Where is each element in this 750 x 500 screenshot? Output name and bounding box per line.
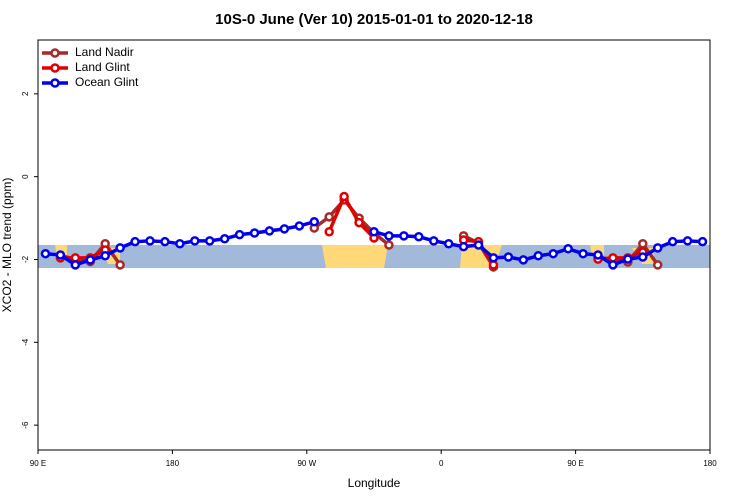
- point: [578, 248, 588, 259]
- point: [667, 236, 678, 247]
- point: [324, 226, 334, 237]
- point: [518, 255, 529, 265]
- legend-label: Land Nadir: [75, 45, 134, 59]
- point: [130, 236, 140, 247]
- y-tick-label: -6: [21, 421, 30, 429]
- point: [682, 236, 693, 246]
- x-tick-label: 180: [166, 459, 180, 468]
- point: [443, 239, 454, 249]
- point: [145, 236, 155, 246]
- map-strip: [38, 245, 710, 268]
- chart-title: 10S-0 June (Ver 10) 2015-01-01 to 2020-1…: [215, 11, 533, 28]
- x-axis-label: Longitude: [348, 476, 401, 490]
- point: [309, 217, 320, 227]
- point: [70, 260, 81, 270]
- plot-frame: [37, 39, 711, 451]
- legend-marker: [50, 48, 60, 58]
- y-tick-label: 0: [21, 174, 30, 179]
- point: [55, 250, 66, 260]
- x-tick-label: 90 E: [30, 459, 46, 468]
- point: [204, 236, 215, 246]
- point: [473, 240, 484, 250]
- point: [115, 243, 125, 253]
- point: [384, 231, 394, 241]
- point: [533, 251, 544, 261]
- point: [488, 253, 499, 263]
- point: [279, 224, 290, 234]
- point: [175, 239, 185, 249]
- point: [563, 243, 573, 254]
- x-tick-label: 90 E: [567, 459, 583, 468]
- point: [324, 212, 334, 222]
- point: [354, 217, 364, 228]
- point: [399, 231, 409, 241]
- point: [697, 236, 708, 247]
- point: [608, 260, 618, 270]
- point: [384, 240, 394, 250]
- y-tick-label: 2: [21, 91, 30, 96]
- point: [115, 260, 125, 270]
- point: [593, 250, 603, 260]
- point: [548, 248, 558, 259]
- point: [414, 231, 424, 242]
- point: [294, 221, 305, 231]
- point: [339, 191, 349, 202]
- point: [234, 229, 245, 240]
- y-tick-label: -2: [21, 255, 30, 263]
- point: [264, 226, 275, 236]
- point: [638, 252, 648, 262]
- point: [428, 236, 439, 246]
- legend-marker: [50, 78, 60, 88]
- point: [219, 234, 230, 244]
- point: [458, 241, 469, 252]
- point: [623, 254, 633, 264]
- point: [652, 243, 663, 253]
- point: [249, 228, 260, 238]
- point: [638, 239, 648, 249]
- x-tick-label: 90 W: [297, 459, 316, 468]
- series-line: [60, 194, 644, 266]
- y-tick-label: -4: [21, 338, 30, 346]
- y-axis-label: XCO2 - MLO trend (ppm): [0, 178, 14, 313]
- x-tick-label: 180: [703, 459, 717, 468]
- point: [85, 255, 96, 265]
- legend-label: Land Glint: [75, 60, 130, 74]
- point: [100, 251, 110, 261]
- point: [160, 236, 170, 247]
- point: [369, 226, 379, 237]
- point: [652, 260, 663, 270]
- point: [190, 236, 200, 246]
- legend-label: Ocean Glint: [75, 75, 139, 89]
- legend-marker: [50, 63, 60, 73]
- point: [503, 252, 514, 262]
- x-tick-label: 0: [439, 459, 444, 468]
- point: [40, 248, 51, 259]
